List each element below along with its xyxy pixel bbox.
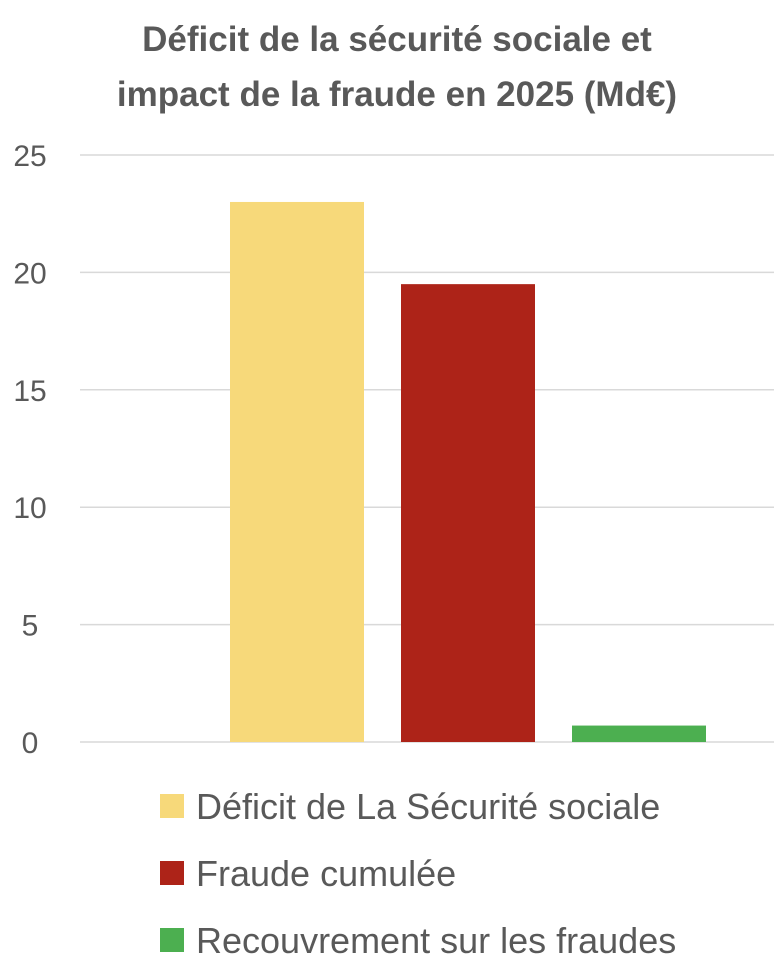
legend-label: Recouvrement sur les fraudes: [196, 920, 676, 961]
bar-2: [401, 284, 535, 742]
legend-swatch: [160, 928, 184, 952]
legend: Déficit de La Sécurité sociale Fraude cum…: [160, 786, 676, 961]
legend-swatch: [160, 794, 184, 818]
y-axis: 0 5 10 15 20 25: [13, 140, 46, 760]
chart-title-line-2: impact de la fraude en 2025 (Md€): [117, 75, 677, 114]
bars: [230, 201, 706, 742]
y-tick-label: 0: [22, 727, 39, 760]
chart-title-line-1: Déficit de la sécurité sociale et: [142, 20, 652, 59]
y-tick-label: 10: [13, 492, 46, 525]
bar-1: [230, 201, 364, 742]
legend-item: Déficit de La Sécurité sociale: [160, 786, 660, 827]
legend-item: Recouvrement sur les fraudes: [160, 920, 676, 961]
y-tick-label: 5: [22, 610, 39, 643]
y-tick-label: 25: [13, 140, 46, 173]
legend-item: Fraude cumulée: [160, 853, 456, 894]
y-tick-label: 15: [13, 375, 46, 408]
legend-label: Fraude cumulée: [196, 853, 456, 894]
y-tick-label: 20: [13, 257, 46, 290]
legend-label: Déficit de La Sécurité sociale: [196, 786, 660, 827]
chart-title: Déficit de la sécurité sociale et impact…: [117, 20, 677, 114]
legend-swatch: [160, 861, 184, 885]
bar-3: [572, 725, 706, 742]
